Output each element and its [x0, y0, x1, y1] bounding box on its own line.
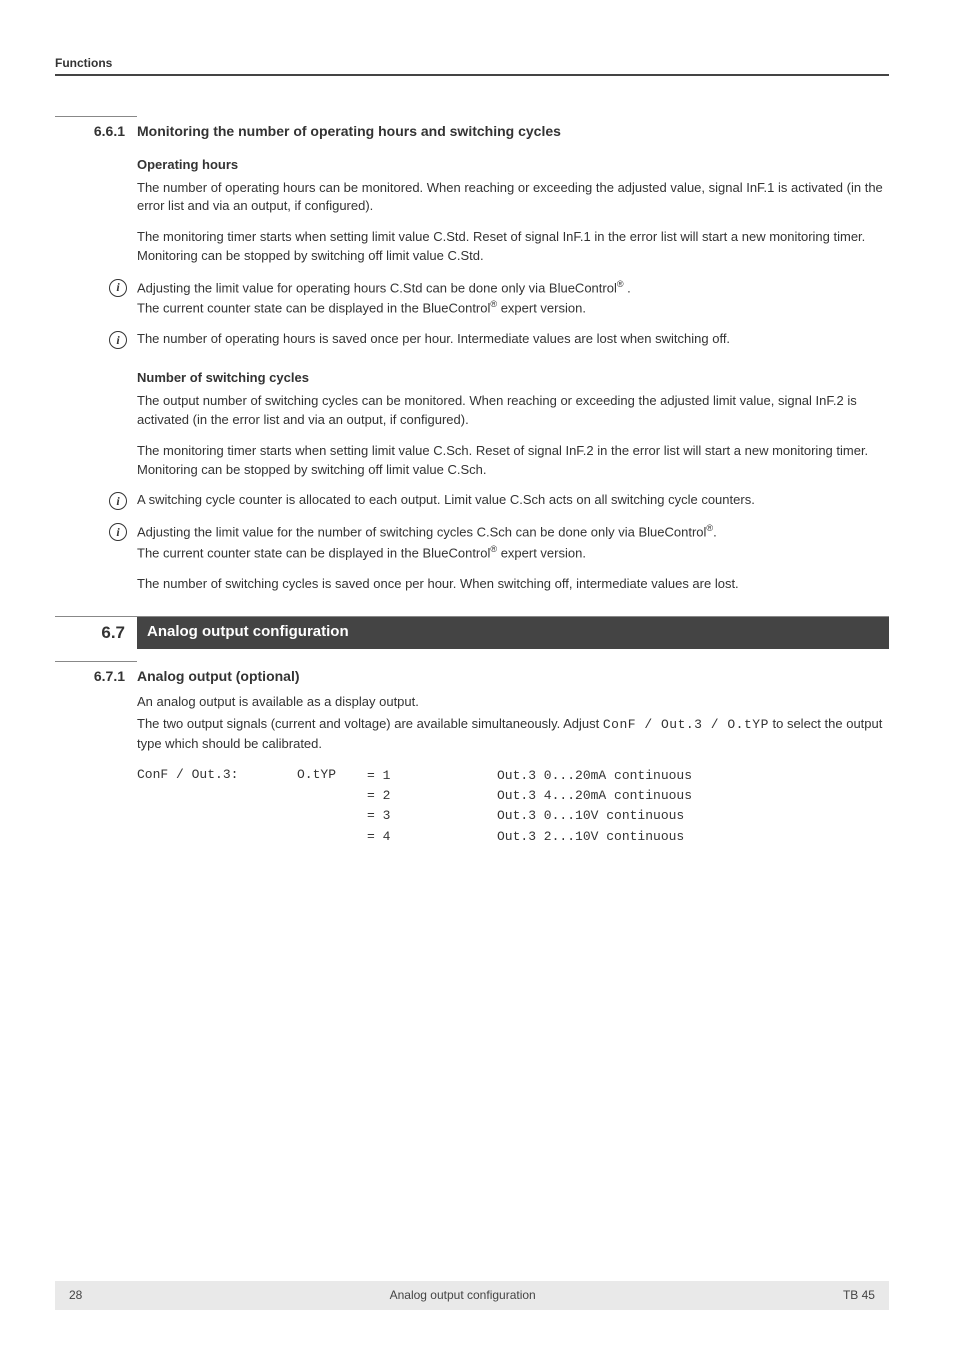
config-descriptions: Out.3 0...20mA continuous Out.3 4...20mA… [497, 766, 692, 847]
info-icon: i [109, 492, 127, 510]
paragraph: The monitoring timer starts when setting… [137, 442, 889, 480]
info-note: i Adjusting the limit value for operatin… [109, 278, 889, 318]
config-path: ConF / Out.3 / O.tYP [603, 717, 769, 732]
paragraph: The number of switching cycles is saved … [137, 575, 889, 594]
section-671-header: 6.7.1 Analog output (optional) [55, 661, 889, 686]
section-title: Monitoring the number of operating hours… [137, 121, 561, 141]
info-text: The number of operating hours is saved o… [137, 330, 889, 349]
paragraph: The monitoring timer starts when setting… [137, 228, 889, 266]
page-footer: 28 Analog output configuration TB 45 [55, 1281, 889, 1310]
config-row: Out.3 0...10V continuous [497, 806, 692, 826]
subheading-switching-cycles: Number of switching cycles [137, 369, 889, 388]
info-note: i A switching cycle counter is allocated… [109, 491, 889, 510]
section-title: Analog output (optional) [137, 666, 300, 686]
info-icon: i [109, 523, 127, 541]
info-note: i The number of operating hours is saved… [109, 330, 889, 349]
config-row: = 2 [367, 786, 497, 806]
info-note: i Adjusting the limit value for the numb… [109, 522, 889, 562]
footer-page-number: 28 [69, 1287, 82, 1304]
paragraph: An analog output is available as a displ… [137, 693, 889, 712]
section-number: 6.6.1 [55, 116, 137, 141]
paragraph: The two output signals (current and volt… [137, 715, 889, 754]
footer-section-title: Analog output configuration [390, 1287, 536, 1304]
config-row: = 1 [367, 766, 497, 786]
section-number: 6.7 [55, 617, 137, 650]
paragraph: The output number of switching cycles ca… [137, 392, 889, 430]
section-number: 6.7.1 [55, 661, 137, 686]
config-options-block: ConF / Out.3: O.tYP = 1 = 2 = 3 = 4 Out.… [137, 766, 889, 847]
footer-doc-id: TB 45 [843, 1287, 875, 1304]
config-row: Out.3 4...20mA continuous [497, 786, 692, 806]
config-row: Out.3 2...10V continuous [497, 827, 692, 847]
config-prefix: ConF / Out.3: [137, 766, 297, 847]
info-icon: i [109, 279, 127, 297]
info-text: Adjusting the limit value for operating … [137, 278, 889, 318]
config-values: = 1 = 2 = 3 = 4 [367, 766, 497, 847]
running-header: Functions [55, 55, 889, 76]
config-param: O.tYP [297, 766, 367, 847]
section-67-header: 6.7 Analog output configuration [55, 616, 889, 650]
section-title: Analog output configuration [137, 617, 889, 650]
section-661-header: 6.6.1 Monitoring the number of operating… [55, 116, 889, 141]
paragraph: The number of operating hours can be mon… [137, 179, 889, 217]
config-row: = 4 [367, 827, 497, 847]
config-row: Out.3 0...20mA continuous [497, 766, 692, 786]
info-icon: i [109, 331, 127, 349]
info-text: A switching cycle counter is allocated t… [137, 491, 889, 510]
subheading-operating-hours: Operating hours [137, 156, 889, 175]
info-text: Adjusting the limit value for the number… [137, 522, 889, 562]
config-row: = 3 [367, 806, 497, 826]
